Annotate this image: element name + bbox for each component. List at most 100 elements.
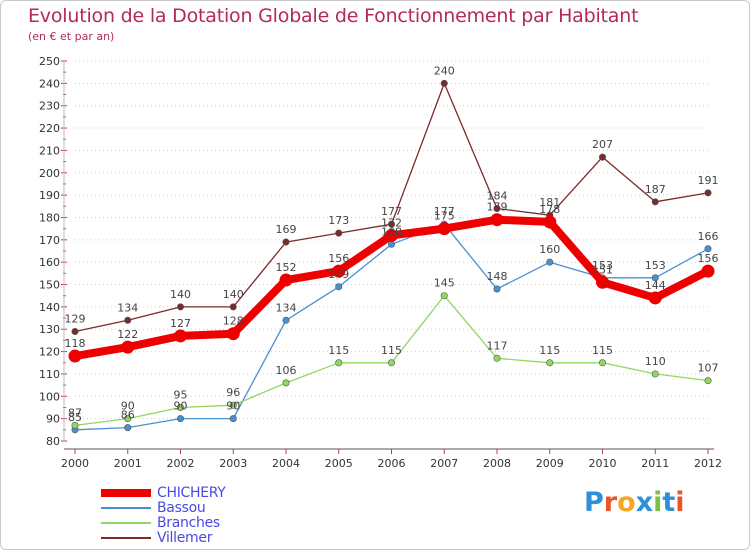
y-tick-label: 210: [39, 144, 60, 157]
data-point-villemer: [651, 198, 659, 206]
data-point-chichery: [490, 213, 504, 227]
x-tick-label: 2008: [483, 457, 511, 470]
y-tick-label: 240: [39, 77, 60, 90]
brand-letter: i: [653, 487, 663, 518]
data-point-chichery: [226, 327, 240, 341]
data-point-branches: [335, 359, 343, 367]
data-point-branches: [177, 403, 185, 411]
x-tick-label: 2012: [694, 457, 722, 470]
x-tick-label: 2009: [536, 457, 564, 470]
y-tick-label: 200: [39, 167, 60, 180]
data-point-villemer: [387, 220, 395, 228]
data-label-villemer: 207: [592, 138, 613, 151]
legend-item-villemer: Villemer: [101, 530, 321, 546]
y-tick-label: 150: [39, 279, 60, 292]
data-point-chichery: [174, 329, 187, 343]
data-point-bassou: [229, 415, 237, 423]
legend-label-bassou: Bassou: [157, 500, 206, 516]
data-point-villemer: [440, 79, 448, 87]
data-point-branches: [440, 292, 448, 300]
data-label-branches: 115: [592, 344, 613, 357]
data-point-bassou: [177, 415, 185, 423]
data-label-bassou: 85: [68, 411, 82, 424]
data-label-chichery: 156: [698, 252, 719, 265]
data-label-villemer: 140: [223, 288, 244, 301]
data-label-branches: 115: [539, 344, 560, 357]
data-point-bassou: [704, 245, 712, 253]
y-tick-label: 110: [39, 368, 60, 381]
data-point-chichery: [68, 349, 82, 363]
brand-letter: r: [603, 487, 618, 518]
x-tick-label: 2005: [325, 457, 353, 470]
x-tick-label: 2003: [219, 457, 247, 470]
y-tick-label: 120: [39, 346, 60, 359]
data-point-bassou: [282, 316, 290, 324]
axis-layer: 8090100110120130140150160170180190200210…: [39, 55, 722, 470]
data-label-chichery: 127: [170, 317, 191, 330]
y-tick-label: 170: [39, 234, 60, 247]
data-point-chichery: [648, 291, 662, 305]
data-label-bassou: 166: [698, 230, 719, 243]
data-label-chichery: 178: [539, 203, 560, 216]
data-label-branches: 115: [381, 344, 402, 357]
data-label-villemer: 173: [328, 214, 349, 227]
data-label-chichery: 179: [487, 201, 508, 214]
data-label-bassou: 86: [121, 409, 135, 422]
data-label-bassou: 168: [381, 225, 402, 238]
data-point-villemer: [704, 189, 712, 197]
data-label-villemer: 191: [698, 174, 719, 187]
data-point-chichery: [437, 222, 451, 236]
brand-logo: Proxiti: [584, 487, 685, 518]
data-label-bassou: 160: [539, 243, 560, 256]
data-label-branches: 90: [121, 400, 135, 413]
legend-swatch-chichery: [101, 489, 151, 497]
data-label-villemer: 177: [381, 205, 402, 218]
data-point-branches: [71, 421, 79, 429]
data-label-villemer: 187: [645, 183, 666, 196]
y-tick-label: 160: [39, 256, 60, 269]
data-point-branches: [704, 377, 712, 385]
data-label-villemer: 240: [434, 64, 455, 77]
data-label-bassou: 90: [174, 400, 188, 413]
data-point-branches: [282, 379, 290, 387]
y-tick-label: 100: [39, 390, 60, 403]
legend: CHICHERY Bassou Branches Villemer: [101, 485, 321, 546]
legend-label-chichery: CHICHERY: [157, 485, 226, 501]
legend-item-branches: Branches: [101, 515, 321, 531]
data-label-chichery: 118: [65, 337, 86, 350]
data-label-villemer: 129: [65, 312, 86, 325]
data-label-villemer: 134: [117, 301, 138, 314]
data-point-bassou: [335, 283, 343, 291]
data-point-chichery: [279, 273, 293, 287]
legend-swatch-villemer: [101, 537, 151, 539]
data-point-bassou: [651, 274, 659, 282]
data-point-branches: [493, 354, 501, 362]
data-label-branches: 87: [68, 406, 82, 419]
chart-title: Evolution de la Dotation Globale de Fonc…: [28, 5, 639, 27]
data-point-villemer: [124, 316, 132, 324]
data-point-bassou: [387, 240, 395, 248]
data-label-chichery: 151: [592, 263, 613, 276]
data-label-bassou: 149: [328, 268, 349, 281]
data-point-chichery: [543, 215, 557, 229]
data-point-bassou: [124, 424, 132, 432]
y-tick-label: 180: [39, 211, 60, 224]
legend-label-villemer: Villemer: [157, 530, 213, 546]
legend-label-branches: Branches: [157, 515, 220, 531]
data-point-villemer: [229, 303, 237, 311]
data-point-villemer: [177, 303, 185, 311]
legend-swatch-bassou: [101, 507, 151, 509]
data-point-branches: [598, 359, 606, 367]
series-layer: [68, 79, 715, 434]
data-label-bassou: 153: [645, 259, 666, 272]
data-label-branches: 96: [226, 386, 240, 399]
x-tick-label: 2004: [272, 457, 300, 470]
y-tick-label: 190: [39, 189, 60, 202]
data-label-branches: 107: [698, 362, 719, 375]
data-label-villemer: 140: [170, 288, 191, 301]
data-point-branches: [546, 359, 554, 367]
data-point-bassou: [546, 258, 554, 266]
brand-letter: P: [584, 487, 604, 518]
legend-swatch-branches: [101, 522, 151, 524]
